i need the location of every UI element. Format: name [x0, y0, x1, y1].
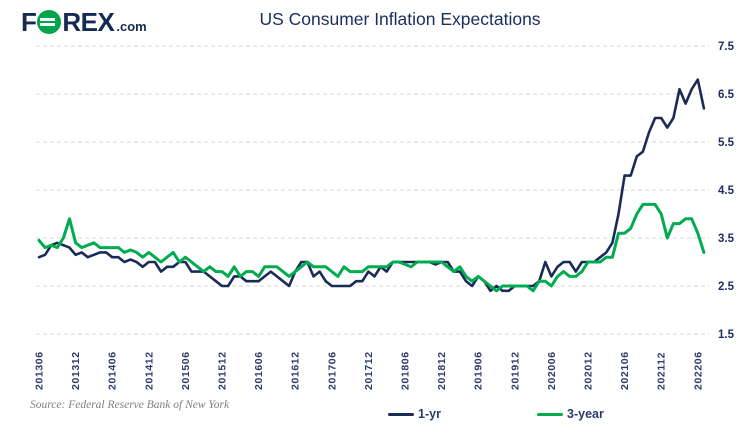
y-tick-label: 4.5: [718, 185, 735, 197]
x-tick-label: 201806: [400, 351, 412, 390]
x-tick-label: 202206: [692, 351, 704, 390]
x-tick-label: 202106: [619, 351, 631, 390]
legend-label-1yr: 1-yr: [418, 407, 441, 421]
x-tick-label: 202112: [656, 352, 668, 390]
x-tick-label: 201506: [180, 351, 192, 390]
x-tick-label: 201712: [363, 351, 375, 390]
x-tick-label: 201612: [290, 351, 302, 390]
source-note: Source: Federal Reserve Bank of New York: [30, 399, 230, 411]
page-title: US Consumer Inflation Expectations: [259, 9, 541, 29]
x-tick-label: 201812: [436, 351, 448, 390]
x-tick-label: 202006: [546, 351, 558, 390]
logo-letters-rex: REX: [62, 7, 115, 37]
legend-item-1yr: 1-yr: [388, 407, 441, 421]
x-tick-label: 201306: [34, 351, 46, 390]
series-line-3-year: [37, 202, 706, 293]
x-tick-label: 202012: [583, 351, 595, 390]
x-tick-label: 201312: [70, 351, 82, 390]
y-tick-label: 1.5: [718, 329, 735, 341]
x-tick-label: 201406: [107, 351, 119, 390]
y-tick-label: 7.5: [718, 41, 735, 53]
y-tick-label: 2.5: [718, 281, 735, 293]
logo-dot-com: .com: [116, 18, 147, 34]
y-tick-label: 6.5: [718, 89, 735, 101]
x-tick-label: 201906: [473, 351, 485, 390]
legend-item-3year: 3-year: [537, 407, 604, 421]
forex-logo: F REX .com: [21, 7, 147, 37]
logo-letter-f: F: [21, 7, 37, 37]
x-tick-label: 201912: [509, 351, 521, 390]
3year-line-swatch: [537, 412, 563, 416]
x-tick-label: 201412: [143, 351, 155, 390]
x-tick-label: 201512: [217, 351, 229, 390]
y-tick-label: 3.5: [718, 233, 735, 245]
x-tick-label: 201606: [253, 351, 265, 390]
x-tick-label: 201706: [326, 351, 338, 390]
legend-label-3year: 3-year: [567, 407, 604, 421]
forex-logo-o-icon: [37, 10, 62, 34]
y-tick-label: 5.5: [718, 137, 735, 149]
1yr-line-swatch: [388, 412, 414, 416]
